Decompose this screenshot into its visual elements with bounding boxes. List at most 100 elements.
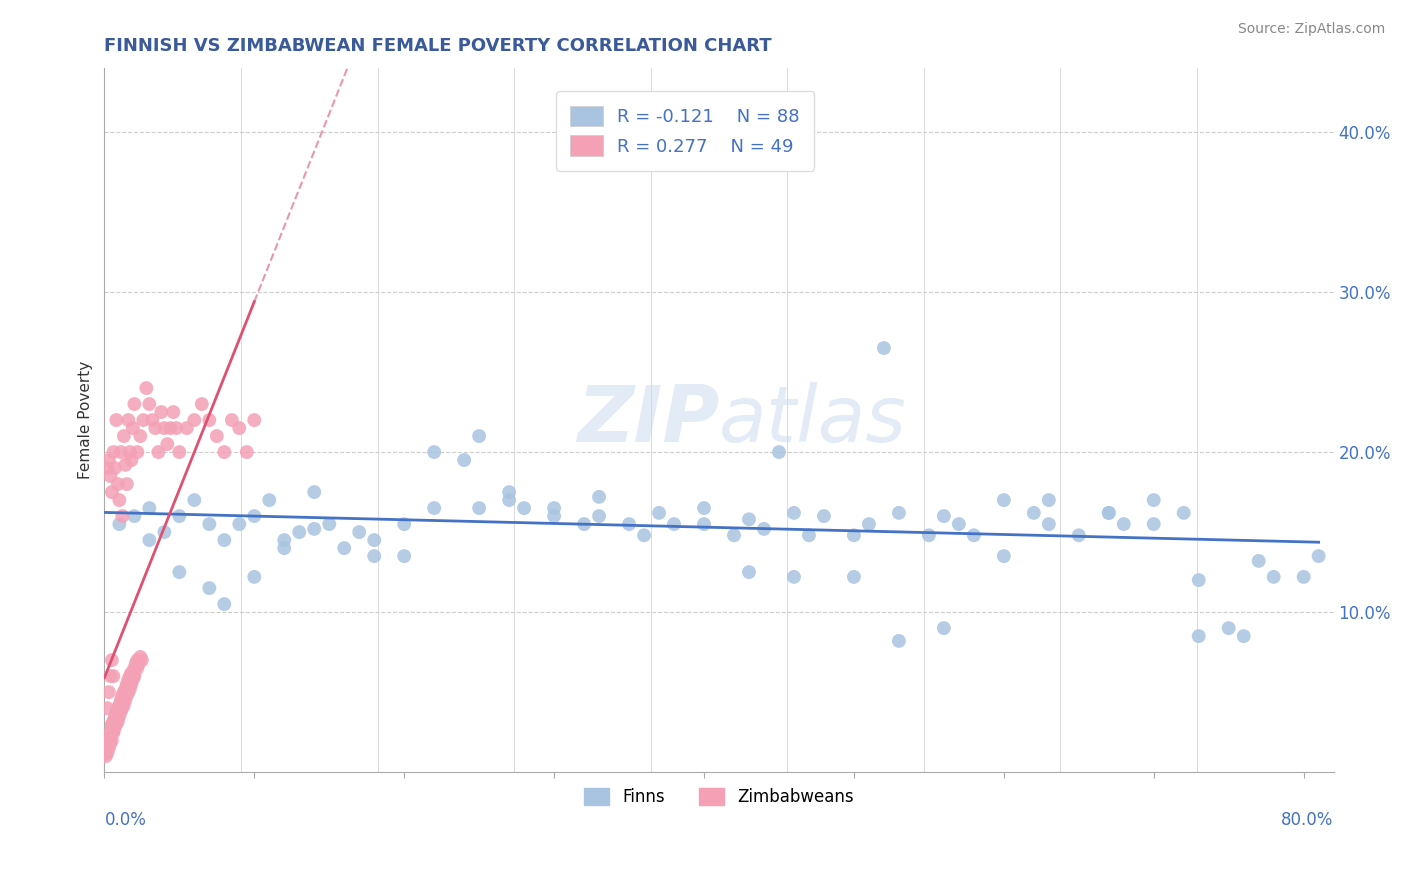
Point [1098,506,1121,520]
Point [662,517,685,532]
Point [110,445,132,459]
Point [783,506,806,520]
Point [100,469,122,483]
Point [1067,528,1090,542]
Point [543,509,565,524]
Point [633,528,655,542]
Point [1292,570,1315,584]
Point [156,437,179,451]
Point [363,533,385,547]
Point [842,528,865,542]
Point [127,661,149,675]
Point [94,746,117,760]
Point [104,717,127,731]
Point [169,509,191,524]
Point [94,749,117,764]
Point [121,673,143,687]
Point [103,669,125,683]
Point [100,669,122,683]
Y-axis label: Female Poverty: Female Poverty [79,361,93,479]
Legend: Finns, Zimbabweans: Finns, Zimbabweans [578,781,860,814]
Point [693,501,716,516]
Point [918,528,941,542]
Point [100,730,122,744]
Point [887,506,910,520]
Point [125,657,148,671]
Point [121,421,143,435]
Point [1098,506,1121,520]
Point [104,720,127,734]
Point [333,541,356,555]
Point [1038,493,1060,508]
Point [107,701,129,715]
Point [107,714,129,728]
Point [813,509,835,524]
Point [111,509,134,524]
Point [129,649,152,664]
Point [111,689,134,703]
Point [105,717,128,731]
Point [1218,621,1240,635]
Point [101,720,124,734]
Point [114,693,136,707]
Point [138,501,160,516]
Point [304,522,326,536]
Point [198,581,221,595]
Point [468,429,491,443]
Point [100,725,122,739]
Point [103,445,125,459]
Point [97,685,120,699]
Point [132,413,155,427]
Point [1022,506,1045,520]
Point [138,533,160,547]
Point [738,512,761,526]
Point [118,445,141,459]
Point [115,677,138,691]
Point [214,445,236,459]
Point [259,493,281,508]
Point [117,685,139,699]
Point [768,445,790,459]
Point [1308,549,1330,563]
Point [111,693,134,707]
Point [318,517,340,532]
Point [103,725,125,739]
Point [110,704,132,718]
Point [932,621,955,635]
Point [153,525,176,540]
Point [121,669,143,683]
Point [118,669,141,683]
Point [169,445,191,459]
Point [114,458,136,472]
Point [124,661,146,675]
Point [118,681,141,696]
Point [183,413,205,427]
Point [198,517,221,532]
Point [162,405,184,419]
Point [1188,629,1211,643]
Point [107,477,129,491]
Point [617,517,640,532]
Point [129,429,152,443]
Point [572,517,595,532]
Point [693,517,716,532]
Point [797,528,820,542]
Point [110,698,132,712]
Point [1233,629,1256,643]
Point [124,509,146,524]
Point [110,701,132,715]
Point [176,421,198,435]
Text: 0.0%: 0.0% [104,811,146,829]
Point [105,712,128,726]
Point [138,397,160,411]
Point [963,528,986,542]
Point [243,570,266,584]
Point [214,597,236,611]
Point [513,501,536,516]
Point [103,725,125,739]
Point [288,525,311,540]
Point [498,493,520,508]
Point [112,698,135,712]
Point [887,634,910,648]
Point [143,421,166,435]
